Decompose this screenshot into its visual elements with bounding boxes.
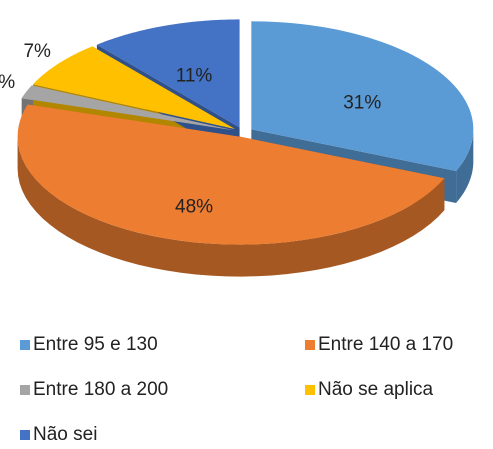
legend-label: Entre 140 a 170 bbox=[318, 334, 453, 355]
slice bbox=[33, 46, 236, 130]
legend-swatch bbox=[305, 385, 315, 395]
legend-label: Entre 95 e 130 bbox=[33, 334, 158, 355]
slice bbox=[21, 85, 234, 131]
legend-swatch bbox=[20, 340, 30, 350]
legend-label: Entre 180 a 200 bbox=[33, 379, 168, 400]
data-label: 48% bbox=[175, 196, 213, 217]
data-label: 7% bbox=[23, 41, 51, 62]
legend-label: Não sei bbox=[33, 424, 97, 445]
data-label: 2% bbox=[0, 72, 15, 93]
slice bbox=[17, 104, 445, 245]
data-label: 31% bbox=[343, 92, 381, 113]
legend-label: Não se aplica bbox=[318, 379, 434, 400]
slice bbox=[251, 21, 474, 172]
slice-side bbox=[456, 129, 474, 204]
legend-swatch bbox=[305, 340, 315, 350]
slice-side bbox=[17, 136, 445, 277]
legend-swatch bbox=[20, 385, 30, 395]
data-label: 11% bbox=[176, 66, 213, 87]
legend-swatch bbox=[20, 430, 30, 440]
slice bbox=[96, 19, 240, 128]
